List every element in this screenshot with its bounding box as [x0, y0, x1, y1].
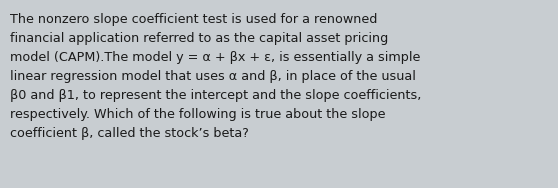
Text: The nonzero slope coefficient test is used for a renowned
financial application : The nonzero slope coefficient test is us…: [10, 13, 421, 140]
